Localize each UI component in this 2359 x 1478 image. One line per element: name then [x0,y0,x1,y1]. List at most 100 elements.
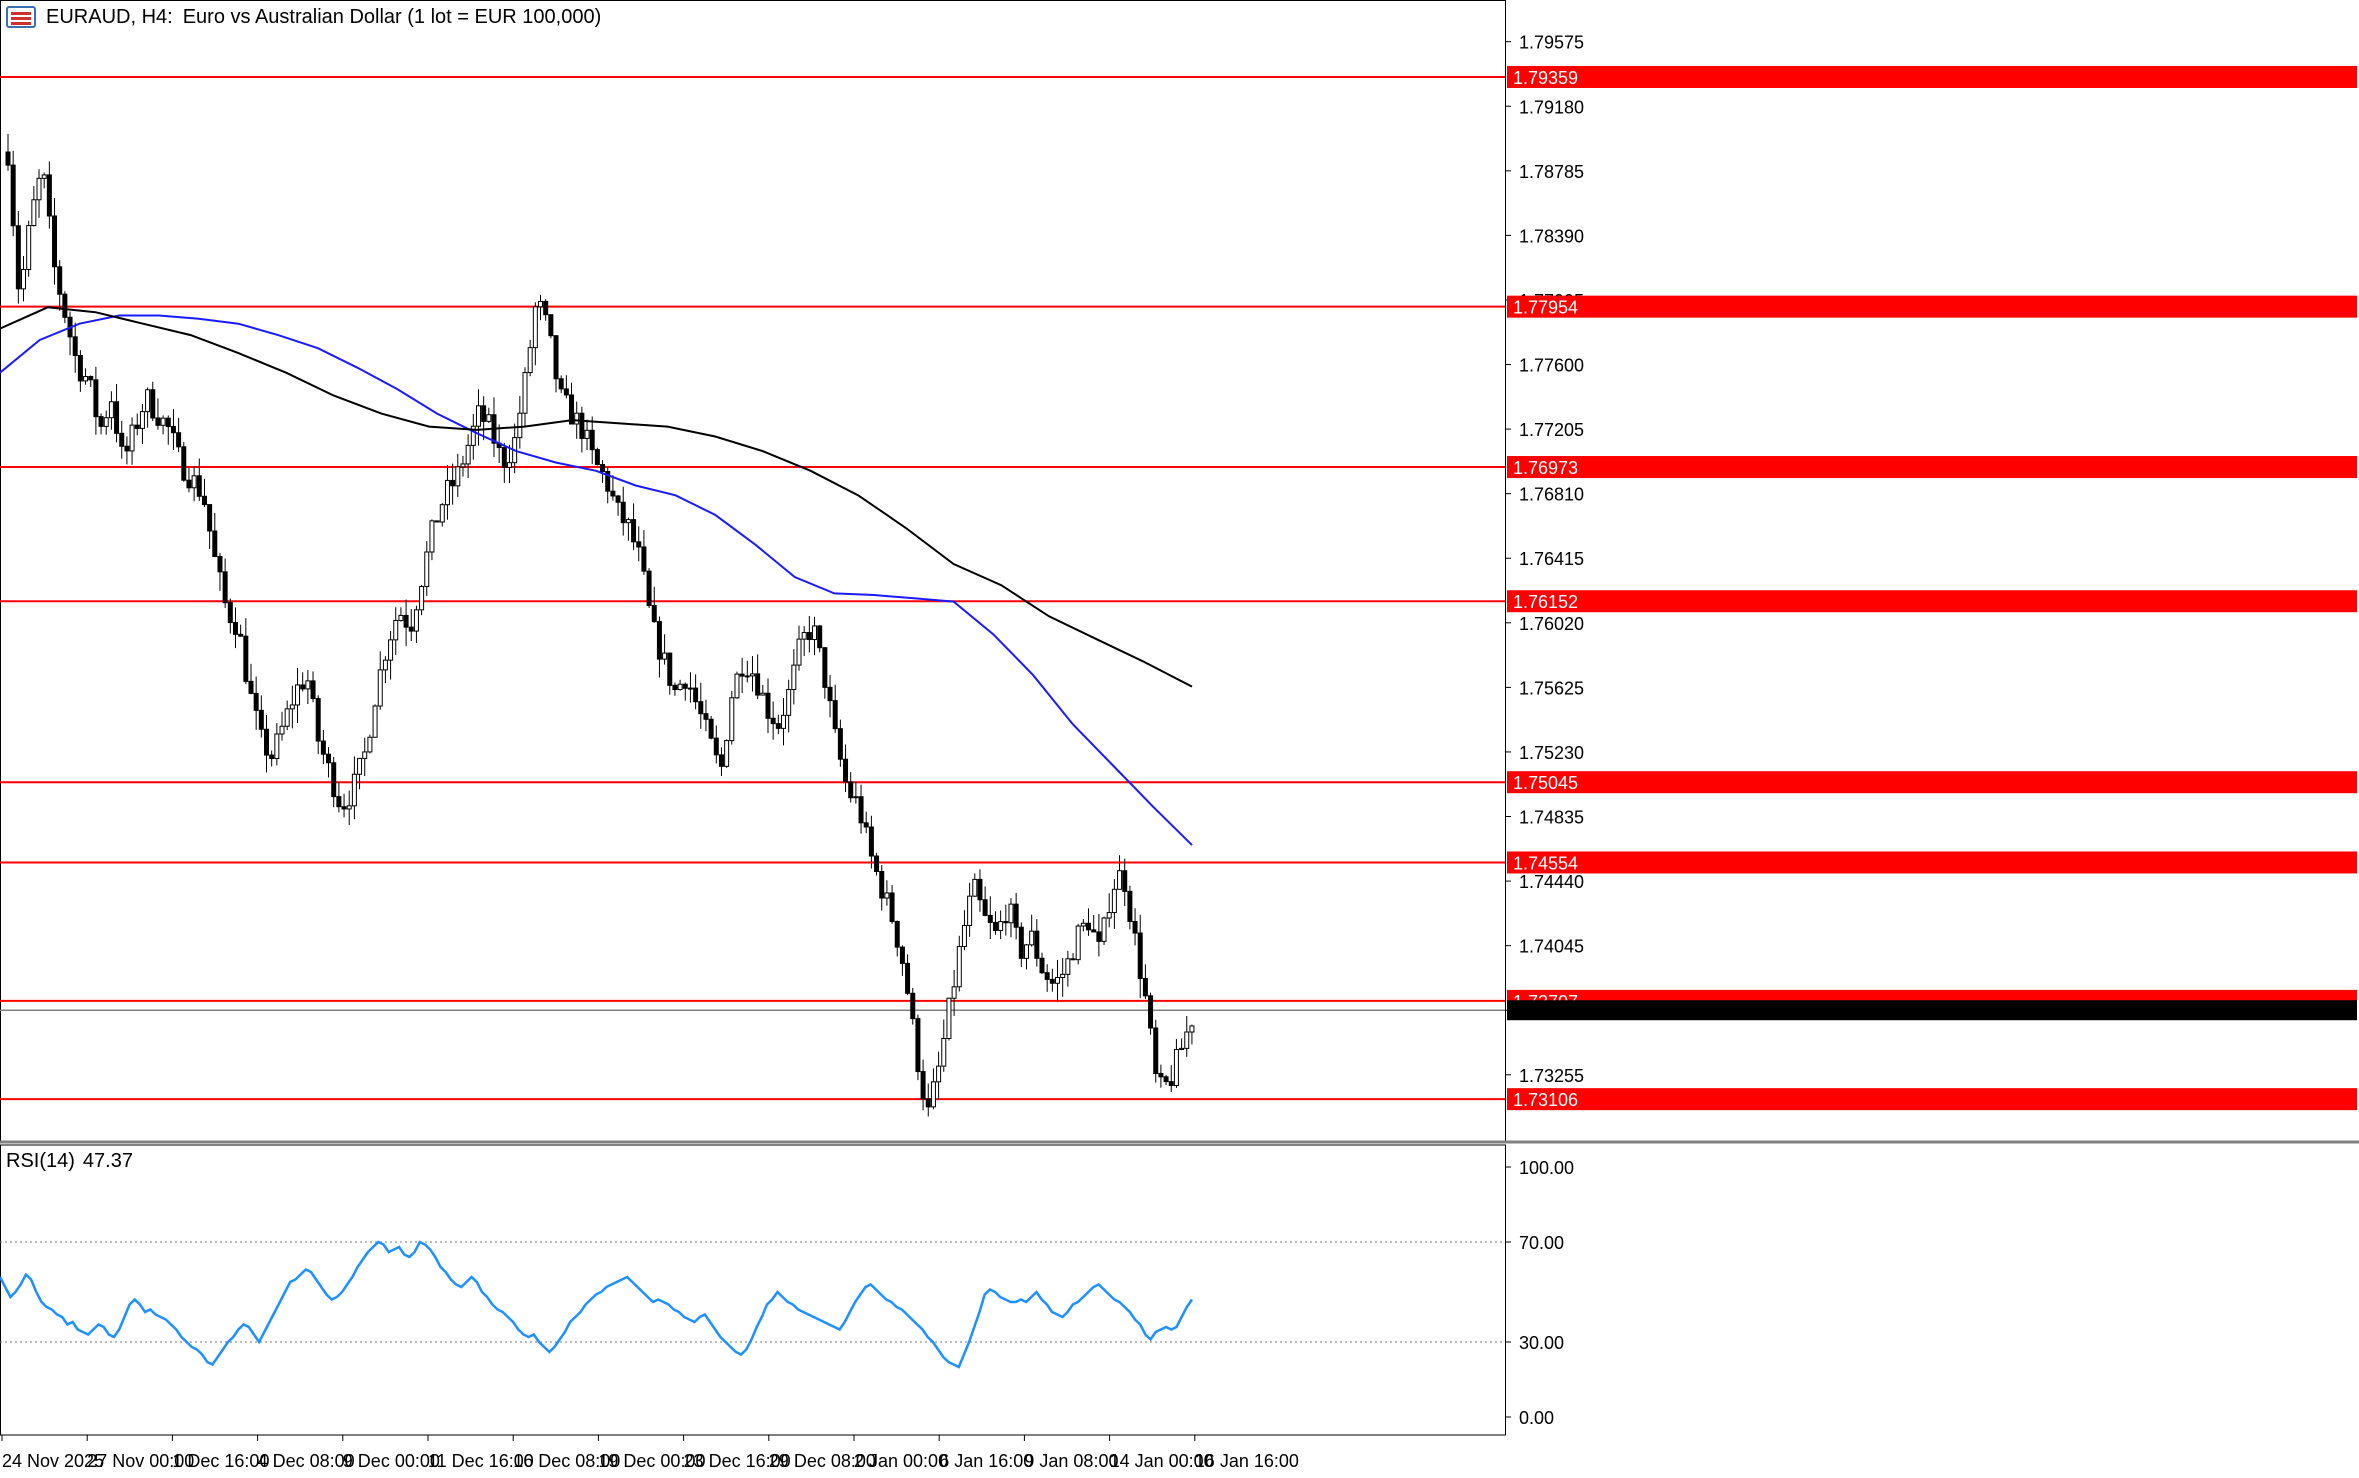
bull-candle [393,619,399,641]
current-price-tag [1507,1000,2357,1021]
bear-candle [563,388,569,396]
bear-candle [5,151,11,166]
bull-candle [1173,1049,1179,1086]
bull-candle [475,405,481,427]
bull-candle [760,692,766,696]
rsi-frame [0,1144,1506,1436]
ma-blue-line [0,314,1193,846]
bear-candle [408,626,414,632]
time-tick-label: 16 Jan 16:00 [1195,1451,1299,1471]
bull-candle [279,725,285,735]
bull-candle [1023,944,1029,959]
bear-candle [558,378,564,390]
bear-candle [1091,929,1097,933]
bear-candle [62,293,68,318]
bear-candle [925,1098,931,1108]
price-axis: 1.795751.791801.787851.783901.779951.776… [1505,33,1584,1086]
bull-candle [961,924,967,948]
price-tick-label: 1.76020 [1519,614,1584,634]
price-tick-label: 1.76415 [1519,549,1584,569]
time-tick-label: 6 Jan 16:00 [939,1451,1033,1471]
rsi-panel[interactable] [0,1240,1505,1369]
bear-candle [300,684,306,690]
bear-candle [1132,920,1138,934]
time-tick-label: 11 Dec 16:00 [428,1451,534,1471]
bear-candle [1153,1027,1159,1074]
bear-candle [1148,995,1154,1029]
bull-candle [139,411,145,429]
level-tag [1507,65,2357,88]
bear-candle [755,673,761,696]
bull-candle [372,705,378,738]
bull-candle [346,805,352,810]
bull-candle [972,878,978,897]
bear-candle [1163,1076,1169,1083]
bull-candle [687,687,693,690]
bear-candle [481,405,487,422]
bear-candle [1049,978,1055,984]
bear-candle [905,962,911,994]
price-tick-label: 1.77205 [1519,420,1584,440]
bull-candle [377,669,383,707]
rsi-tick-label: 0.00 [1519,1408,1554,1428]
level-tag [1507,456,2357,479]
bear-candle [1168,1081,1174,1086]
candlesticks [5,133,1195,1117]
level-tag [1507,590,2357,613]
bear-candle [646,570,652,606]
rsi-line [0,1240,1194,1369]
bear-candle [1158,1072,1164,1078]
bear-candle [837,728,843,760]
bear-candle [615,495,621,503]
bear-candle [987,914,993,923]
bull-candle [744,675,750,678]
bear-candle [718,754,724,767]
bear-candle [889,892,895,922]
chart-window-icon[interactable] [6,6,36,28]
bear-candle [920,1071,926,1100]
bear-candle [894,920,900,948]
bull-candle [274,733,280,760]
bull-candle [419,586,425,611]
bear-candle [703,713,709,720]
bear-candle [806,632,812,641]
time-tick-label: 27 Nov 00:00 [87,1451,194,1471]
level-tag [1507,851,2357,874]
bull-candle [998,921,1004,931]
bear-candle [232,622,238,635]
bear-candle [863,822,869,828]
chart-header: EURAUD, H4: Euro vs Australian Dollar (1… [6,4,601,30]
symbol-description: Euro vs Australian Dollar (1 lot = EUR 1… [182,5,602,28]
bull-candle [517,412,523,439]
price-tick-label: 1.76810 [1519,485,1584,505]
bull-candle [625,519,631,524]
bear-candle [667,652,673,686]
bear-candle [124,445,130,452]
horizontal-levels[interactable] [0,75,1505,1101]
bull-candle [289,704,295,710]
bear-candle [93,379,99,418]
bear-candle [589,429,595,451]
main-plot-area[interactable] [0,0,2359,1436]
bear-candle [119,432,125,447]
bear-candle [656,621,662,660]
bear-candle [1137,932,1143,979]
bear-candle [765,692,771,719]
bear-candle [170,426,176,434]
bear-candle [1018,926,1024,959]
main-frame [0,0,1506,1142]
bull-candle [936,1065,942,1083]
bear-candle [52,215,58,268]
bull-candle [941,1038,947,1067]
bear-candle [698,701,704,715]
bull-candle [1060,973,1066,978]
bull-candle [796,638,802,666]
price-tick-label: 1.74440 [1519,872,1584,892]
bull-candle [191,475,197,489]
bear-candle [739,673,745,677]
bear-candle [403,614,409,628]
bull-candle [145,389,151,413]
bull-candle [786,689,792,716]
time-tick-label: 2 Jan 00:00 [854,1451,948,1471]
